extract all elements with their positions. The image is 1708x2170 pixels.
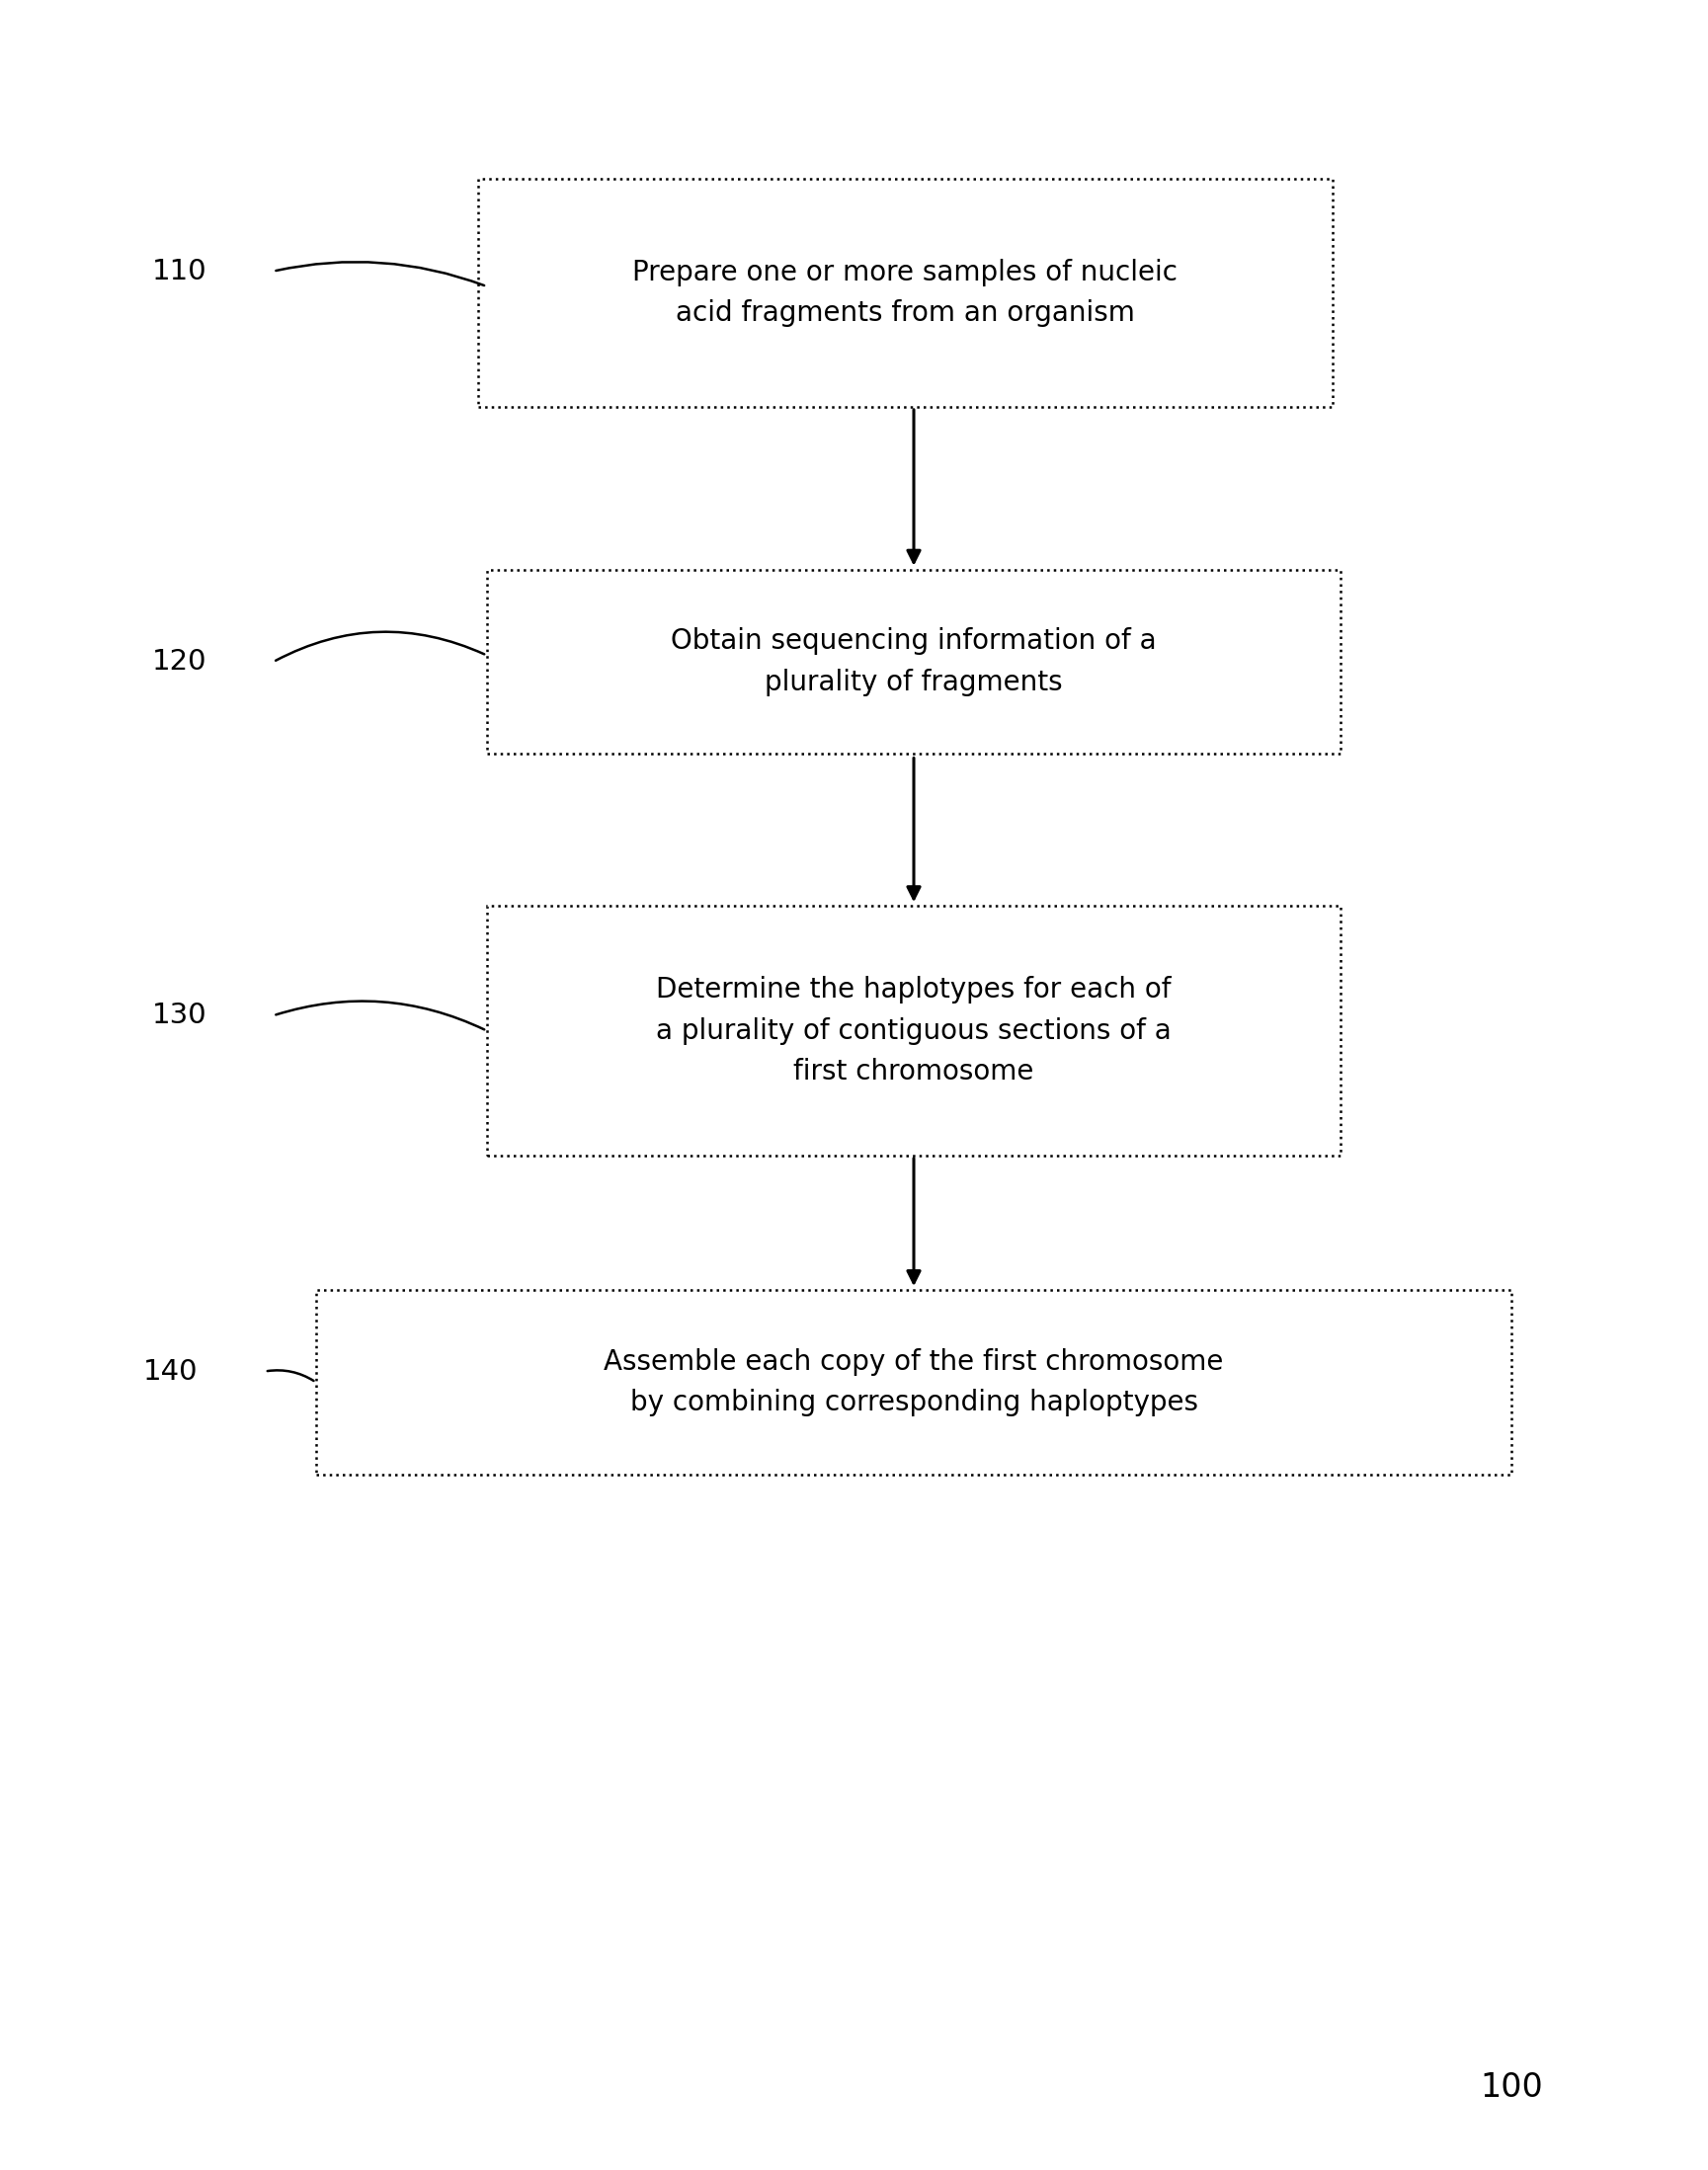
Text: 100: 100 bbox=[1481, 2070, 1542, 2105]
Text: 140: 140 bbox=[143, 1358, 198, 1384]
Text: Obtain sequencing information of a
plurality of fragments: Obtain sequencing information of a plura… bbox=[671, 627, 1156, 697]
FancyBboxPatch shape bbox=[487, 907, 1341, 1154]
Text: 120: 120 bbox=[152, 649, 207, 675]
FancyBboxPatch shape bbox=[487, 571, 1341, 755]
Text: Prepare one or more samples of nucleic
acid fragments from an organism: Prepare one or more samples of nucleic a… bbox=[632, 258, 1179, 328]
Text: 130: 130 bbox=[152, 1003, 207, 1029]
FancyBboxPatch shape bbox=[316, 1289, 1512, 1476]
Text: Assemble each copy of the first chromosome
by combining corresponding haploptype: Assemble each copy of the first chromoso… bbox=[605, 1348, 1223, 1417]
Text: 110: 110 bbox=[152, 258, 207, 284]
FancyBboxPatch shape bbox=[478, 180, 1332, 408]
Text: Determine the haplotypes for each of
a plurality of contiguous sections of a
fir: Determine the haplotypes for each of a p… bbox=[656, 976, 1172, 1085]
